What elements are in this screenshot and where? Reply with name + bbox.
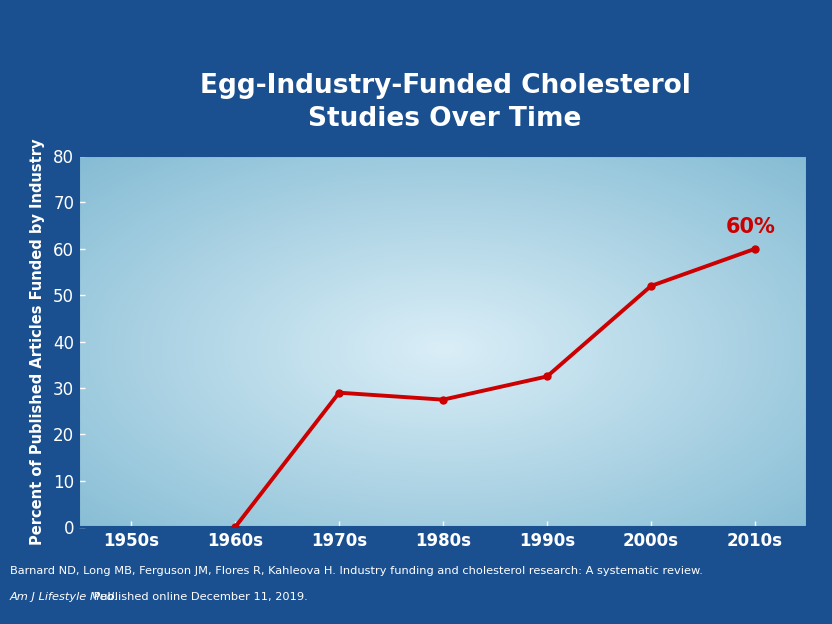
Text: Am J Lifestyle Med.: Am J Lifestyle Med. <box>10 592 119 602</box>
Text: 60%: 60% <box>726 217 775 236</box>
Text: Barnard ND, Long MB, Ferguson JM, Flores R, Kahleova H. Industry funding and cho: Barnard ND, Long MB, Ferguson JM, Flores… <box>10 566 703 576</box>
Text: Egg-Industry-Funded Cholesterol
Studies Over Time: Egg-Industry-Funded Cholesterol Studies … <box>200 74 691 132</box>
Text: Published online December 11, 2019.: Published online December 11, 2019. <box>90 592 308 602</box>
Y-axis label: Percent of Published Articles Funded by Industry: Percent of Published Articles Funded by … <box>30 139 45 545</box>
